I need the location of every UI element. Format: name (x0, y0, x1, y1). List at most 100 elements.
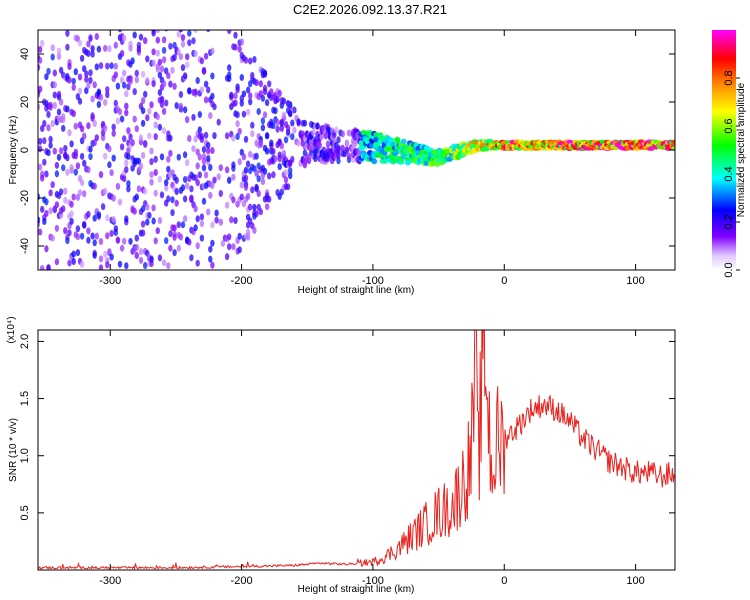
spectral-blob (63, 144, 68, 152)
spectral-blob (88, 153, 93, 161)
spectral-blob (185, 116, 190, 124)
spectral-blob (38, 63, 41, 71)
spectral-blob (174, 188, 179, 195)
spectral-blob (199, 86, 205, 94)
spectral-blob (113, 99, 119, 107)
spectral-blob (82, 159, 87, 167)
spectral-blob (334, 126, 339, 134)
spectral-blob (197, 111, 202, 118)
spectral-blob (231, 196, 236, 204)
spectral-blob (67, 63, 72, 70)
spectral-blob (208, 255, 213, 263)
spectral-blob (388, 137, 394, 143)
spectral-blob (193, 135, 198, 143)
spectral-blob (195, 148, 200, 156)
x-tick-label: -200 (231, 575, 253, 587)
spectral-blob (245, 228, 251, 236)
spectral-blob (134, 234, 139, 242)
spectral-blob (65, 105, 70, 113)
spectral-blob (58, 147, 64, 155)
spectral-blob (671, 146, 675, 151)
spectral-blob (187, 87, 192, 95)
spectral-blob (195, 215, 200, 223)
spectral-blob (61, 116, 66, 124)
spectral-blob (105, 91, 110, 99)
spectral-blob (227, 30, 232, 35)
spectral-blob (52, 147, 57, 155)
spectral-blob (210, 261, 215, 269)
spectral-blob (235, 120, 240, 128)
spectral-blob (103, 124, 108, 132)
spectral-blob (159, 65, 165, 73)
spectral-blob (117, 198, 123, 206)
x-tick-label: -100 (362, 275, 384, 287)
spectral-blob (38, 91, 41, 98)
spectral-blob (100, 203, 106, 211)
spectral-blob (176, 244, 181, 252)
spectral-blob (394, 138, 401, 144)
spectral-blob (218, 190, 223, 197)
spectral-blob (65, 43, 70, 51)
spectral-blob (124, 90, 129, 98)
spectral-blob (151, 217, 156, 225)
spectral-blob (132, 88, 137, 96)
spectral-blob (149, 260, 154, 268)
spectral-blob (164, 179, 169, 187)
spectral-blob (157, 217, 163, 224)
snr-xlabel: Height of straight line (km) (298, 584, 415, 595)
spectral-blob (94, 134, 100, 142)
spectral-blob (248, 98, 253, 106)
spectral-blob (400, 138, 407, 145)
spectral-blob (98, 171, 104, 179)
spectral-blob (54, 161, 60, 169)
spectral-blob (134, 125, 139, 133)
spectral-blob (168, 244, 173, 252)
spectral-blob (264, 147, 270, 155)
spectral-blob (292, 126, 297, 134)
spectral-blob (203, 80, 209, 88)
spectral-blob (250, 121, 255, 129)
spectral-blob (231, 161, 236, 169)
x-tick-label: 0 (501, 275, 507, 287)
spectral-blob (176, 153, 181, 161)
spectral-blob (283, 136, 289, 144)
spectral-blob (170, 196, 175, 204)
spectral-blob (267, 195, 272, 203)
spectral-blob (178, 91, 184, 98)
spectral-blob (126, 180, 131, 188)
spectral-blob (50, 44, 55, 52)
spectral-blob (90, 45, 95, 53)
spectral-blob (176, 221, 181, 229)
spectral-blob (206, 155, 211, 162)
spectral-blob (92, 81, 97, 89)
spectral-blob (90, 232, 95, 240)
spectral-blob (214, 216, 219, 224)
spectral-blob (325, 155, 331, 163)
spectral-blob (210, 72, 215, 80)
spectral-blob (155, 227, 160, 235)
spectral-blob (92, 251, 97, 259)
spectral-blob (199, 234, 205, 242)
spectral-blob (157, 123, 163, 131)
spectral-blob (98, 93, 104, 101)
spectral-blob (143, 37, 148, 45)
spectral-blob (264, 203, 270, 211)
spectral-blob (260, 94, 266, 102)
x-tick-label: 0 (501, 575, 507, 587)
spectral-blob (124, 102, 129, 110)
y-tick-label: 40 (19, 48, 31, 60)
spectral-blob (256, 108, 261, 115)
spectral-blob (233, 92, 238, 100)
spectral-blob (164, 184, 169, 192)
spectral-blob (254, 79, 259, 87)
spectral-blob (233, 43, 238, 51)
spectral-blob (258, 80, 263, 88)
spectral-blob (73, 122, 79, 130)
y-tick-label: 0.5 (19, 505, 31, 520)
spectral-blob (40, 39, 45, 47)
spectral-blob (50, 53, 55, 61)
spectral-blob (84, 75, 89, 83)
spectral-blob (40, 174, 45, 182)
spectral-blob (189, 254, 194, 262)
spectral-blob (122, 81, 127, 89)
